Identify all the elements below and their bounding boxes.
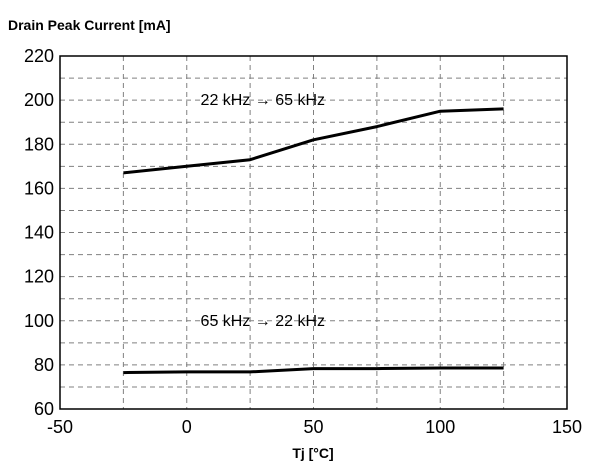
x-axis-title: Tj [°C] [292, 445, 333, 461]
y-tick-label: 200 [24, 90, 54, 110]
y-tick-label: 220 [24, 46, 54, 66]
annotations: 22 kHz → 65 kHz 65 kHz → 22 kHz [201, 92, 325, 330]
y-axis-title: Drain Peak Current [mA] [8, 17, 171, 33]
x-tick-label: 150 [552, 417, 582, 437]
grid [60, 56, 567, 409]
y-tick-label: 100 [24, 311, 54, 331]
y-tick-label: 80 [34, 355, 54, 375]
annotation-label: 65 kHz → 22 kHz [201, 313, 325, 330]
y-tick-labels: 60 80 100 120 140 160 180 200 220 [24, 46, 54, 419]
y-tick-label: 120 [24, 267, 54, 287]
x-tick-label: 100 [425, 417, 455, 437]
series-line-2 [123, 366, 504, 375]
y-tick-label: 140 [24, 223, 54, 243]
plot-border [59, 55, 568, 410]
x-tick-label: -50 [47, 417, 73, 437]
x-tick-label: 0 [182, 417, 192, 437]
y-tick-label: 180 [24, 134, 54, 154]
series-line-1 [123, 107, 504, 175]
annotation-label: 22 kHz → 65 kHz [201, 92, 325, 109]
series-layer [123, 107, 504, 375]
plot-frame [59, 55, 568, 410]
y-tick-label: 60 [34, 399, 54, 419]
x-tick-label: 50 [303, 417, 323, 437]
y-tick-label: 160 [24, 178, 54, 198]
x-tick-labels: -50 0 50 100 150 [47, 417, 582, 437]
